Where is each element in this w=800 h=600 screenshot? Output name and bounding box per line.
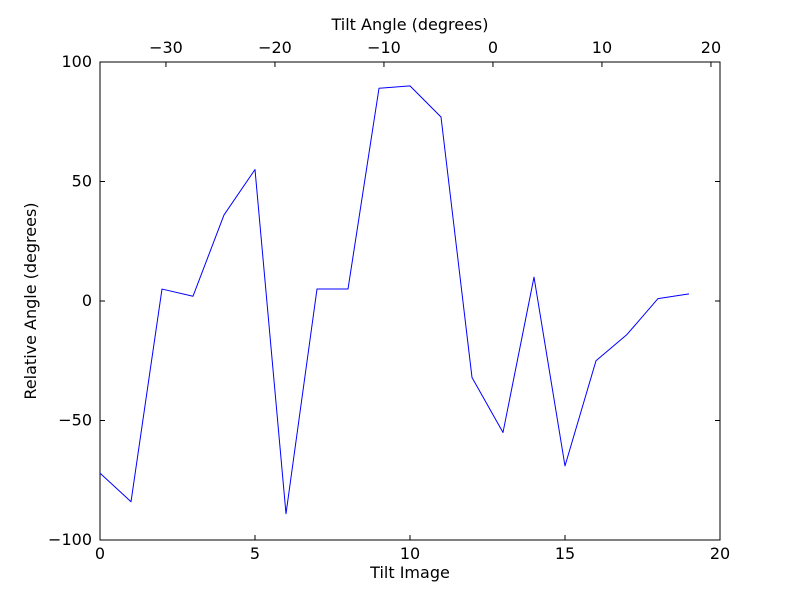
y-tick-label: 0 (82, 291, 92, 310)
x-tick-label: 0 (95, 544, 105, 563)
y-tick-label: 100 (61, 52, 92, 71)
top-tick-label: 20 (701, 38, 721, 57)
top-tick-label: 0 (488, 38, 498, 57)
plot-area-border (99, 61, 721, 541)
x-tick-label: 10 (400, 544, 420, 563)
x-tick-label: 20 (710, 544, 730, 563)
data-series (99, 85, 690, 515)
x-tick-label: 15 (555, 544, 575, 563)
top-tick-label: −30 (149, 38, 183, 57)
y-tick-label: −100 (48, 530, 92, 549)
top-axis-label: Tilt Angle (degrees) (330, 15, 488, 34)
top-tick-label: 10 (592, 38, 612, 57)
bottom-axis-label: Tilt Image (369, 563, 450, 582)
tick-marks (99, 61, 721, 541)
y-tick-label: −50 (58, 411, 92, 430)
y-tick-label: 50 (72, 172, 92, 191)
top-tick-label: −10 (367, 38, 401, 57)
relative-angle-line (99, 85, 690, 515)
left-axis-label: Relative Angle (degrees) (21, 202, 40, 399)
x-tick-label: 5 (250, 544, 260, 563)
top-tick-label: −20 (258, 38, 292, 57)
